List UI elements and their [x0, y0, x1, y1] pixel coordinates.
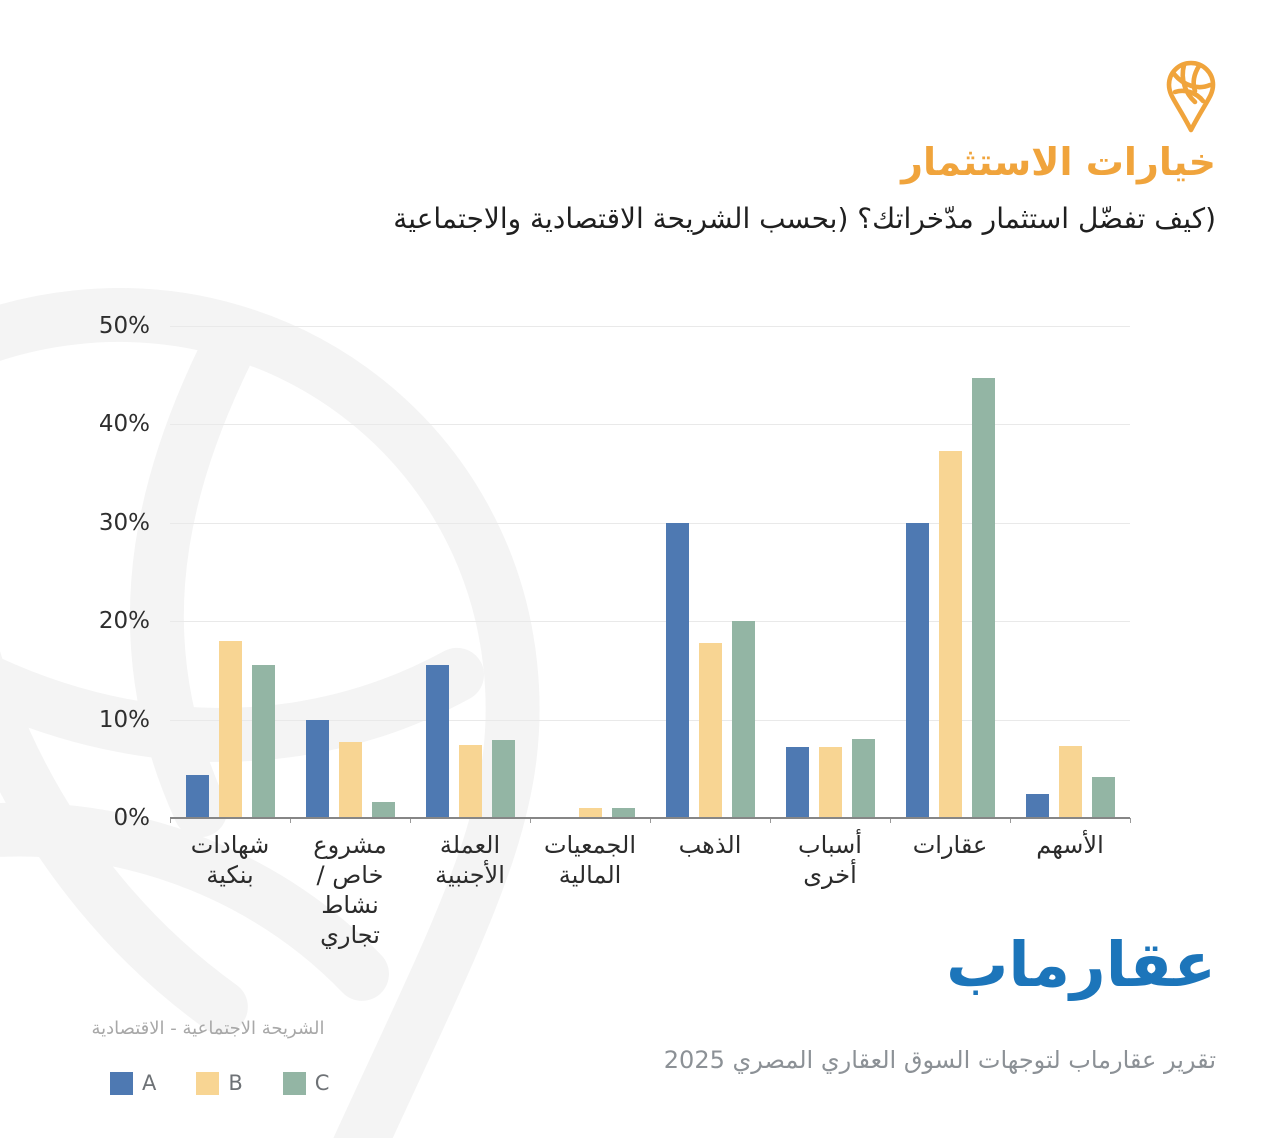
bar-b	[1058, 746, 1082, 818]
report-tagline: تقرير عقارماب لتوجهات السوق العقاري المص…	[663, 1046, 1216, 1074]
category-label: الذهب	[678, 831, 742, 859]
bar-group	[1025, 746, 1115, 818]
category-label: عقارات	[912, 831, 988, 859]
bar-a	[785, 747, 809, 818]
x-axis-tick	[890, 818, 891, 823]
x-axis-line	[170, 817, 1130, 819]
bar-group	[785, 739, 875, 818]
legend-swatch-b	[196, 1071, 220, 1095]
legend-items: A B C	[110, 1071, 338, 1095]
y-axis-tick-label: 50%	[98, 313, 150, 339]
gridline	[170, 326, 1130, 327]
x-axis-tick	[530, 818, 531, 823]
category-label: الجمعيات المالية	[543, 831, 637, 889]
bar-group	[425, 665, 515, 818]
aqarmap-logo: عقارماب	[946, 928, 1217, 1001]
legend-item-a: A	[110, 1071, 156, 1095]
bar-c	[1091, 776, 1115, 818]
x-axis-tick	[650, 818, 651, 823]
bar-c	[491, 740, 515, 818]
legend: الشريحة الاجتماعية - الاقتصادية A B C	[78, 1018, 338, 1095]
gridline	[170, 522, 1130, 524]
bar-a	[185, 774, 209, 818]
legend-label: A	[142, 1071, 157, 1095]
x-axis-tick	[1010, 818, 1011, 823]
legend-item-b: B	[196, 1071, 243, 1095]
aqarmap-pin-icon	[1166, 60, 1216, 133]
category-label: شهادات بنكية	[190, 831, 270, 889]
y-axis-tick-label: 30%	[98, 509, 150, 536]
gridline	[170, 424, 1130, 426]
x-axis-tick	[290, 818, 291, 823]
page-subtitle: (كيف تفضّل استثمار مدّخراتك؟ (بحسب الشري…	[393, 202, 1216, 235]
bar-b	[338, 742, 362, 818]
bar-b	[938, 450, 962, 818]
bar-c	[611, 808, 635, 818]
category-label: العملة الأجنبية	[435, 831, 505, 889]
bar-a	[305, 719, 329, 818]
bar-c	[731, 621, 755, 818]
x-axis-tick	[170, 818, 171, 823]
legend-item-c: C	[282, 1071, 330, 1095]
bar-c	[971, 378, 995, 818]
bar-a	[905, 522, 929, 818]
bar-group	[305, 719, 395, 818]
bar-a	[1025, 794, 1049, 818]
y-axis-tick-label: 10%	[98, 706, 150, 733]
y-axis-tick-label: 20%	[98, 608, 150, 635]
gridline	[170, 621, 1130, 623]
legend-swatch-c	[282, 1071, 306, 1095]
bar-c	[371, 802, 395, 818]
bar-group	[665, 522, 755, 818]
legend-title: الشريحة الاجتماعية - الاقتصادية	[91, 1018, 325, 1039]
x-axis-tick	[410, 818, 411, 823]
x-axis-tick	[1130, 818, 1131, 823]
y-axis-tick-label: 40%	[98, 411, 150, 438]
bar-b	[698, 642, 722, 818]
bar-b	[458, 745, 482, 818]
bar-a	[665, 522, 689, 818]
page-title: خيارات الاستثمار	[901, 140, 1216, 184]
header: خيارات الاستثمار (كيف تفضّل استثمار مدّخ…	[296, 60, 1216, 235]
bar-b	[218, 640, 242, 818]
legend-swatch-a	[110, 1071, 133, 1095]
x-axis-tick	[770, 818, 771, 823]
y-axis-tick-label: 0%	[113, 805, 151, 831]
bar-group	[185, 640, 275, 818]
bar-b	[818, 747, 842, 818]
bar-group	[546, 808, 635, 818]
category-label: الأسهم	[1036, 831, 1104, 859]
bar-a	[425, 665, 449, 818]
bar-c	[851, 739, 875, 818]
bar-b	[578, 808, 602, 818]
legend-label: B	[228, 1071, 243, 1095]
category-label: مشروع خاص / نشاط تجاري	[313, 831, 387, 949]
plot-area: 0% 10% 20% 30% 40% 50% شهادات بنكية مشروع خاص /…	[99, 313, 1131, 949]
gridline	[170, 719, 1130, 721]
bar-c	[251, 665, 275, 818]
category-label: أسباب أخرى	[798, 831, 862, 889]
legend-label: C	[314, 1071, 330, 1095]
bar-group	[905, 378, 995, 818]
